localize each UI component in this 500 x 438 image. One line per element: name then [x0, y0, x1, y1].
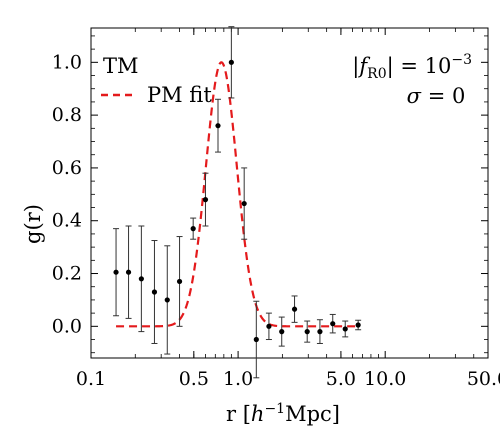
tm-data-point	[138, 276, 144, 282]
tm-data-point	[253, 336, 259, 343]
annotation-fr0: |fR0| = 10−3	[352, 52, 472, 82]
legend: TM PM fit	[101, 54, 212, 107]
y-tick-label: 0.8	[52, 104, 82, 126]
plot-frame	[90, 27, 489, 359]
pm-fit-curve	[116, 61, 359, 328]
tm-data-point	[355, 322, 361, 328]
tm-data-point	[266, 323, 272, 329]
x-tick-label: 10.0	[364, 368, 406, 390]
tm-data-point	[279, 329, 285, 335]
y-axis-title: g(r)	[21, 204, 45, 244]
tm-data-point	[164, 297, 170, 303]
tm-data-point	[291, 306, 298, 312]
tm-data-point	[317, 329, 323, 335]
axis-ticks	[90, 28, 489, 358]
y-tick-label: 0.0	[52, 315, 82, 337]
y-tick-label: 0.2	[52, 263, 82, 285]
tm-data-point	[151, 289, 158, 295]
annotation-sigma: σ = 0	[407, 84, 466, 108]
data-points	[113, 59, 361, 343]
tm-data-point	[113, 269, 119, 275]
fit-layer	[116, 61, 359, 328]
tm-data-point	[228, 59, 234, 65]
x-tick-label: 0.1	[76, 368, 106, 390]
tm-data-point	[202, 197, 209, 203]
y-tick-label: 0.6	[52, 157, 82, 179]
legend-pm-fit-label: PM fit	[147, 83, 212, 107]
x-tick-label: 1.0	[223, 368, 253, 390]
tm-data-point	[342, 326, 348, 332]
tm-data-point	[125, 269, 132, 275]
y-tick-label: 1.0	[52, 51, 82, 73]
tm-data-point	[215, 123, 221, 129]
axis-tick-labels: 0.1 0.5 1.0 5.0 10.0 50.0 0.0 0.2 0.4 0.6 0.8 1.0	[52, 51, 500, 390]
x-tick-label: 50.0	[467, 368, 500, 390]
errorbars	[113, 26, 362, 379]
x-tick-label: 0.5	[179, 368, 209, 390]
tm-data-point	[330, 321, 336, 327]
tm-data-point	[304, 329, 310, 335]
legend-tm-label: TM	[103, 54, 139, 78]
x-tick-label: 5.0	[326, 368, 356, 390]
annotation: |fR0| = 10−3 σ = 0	[352, 52, 472, 108]
tm-data-point	[176, 278, 183, 285]
x-axis-title: r [h−1Mpc]	[226, 401, 340, 426]
tm-data-point	[241, 200, 247, 207]
y-tick-label: 0.4	[52, 210, 82, 232]
tm-data-point	[190, 226, 196, 232]
